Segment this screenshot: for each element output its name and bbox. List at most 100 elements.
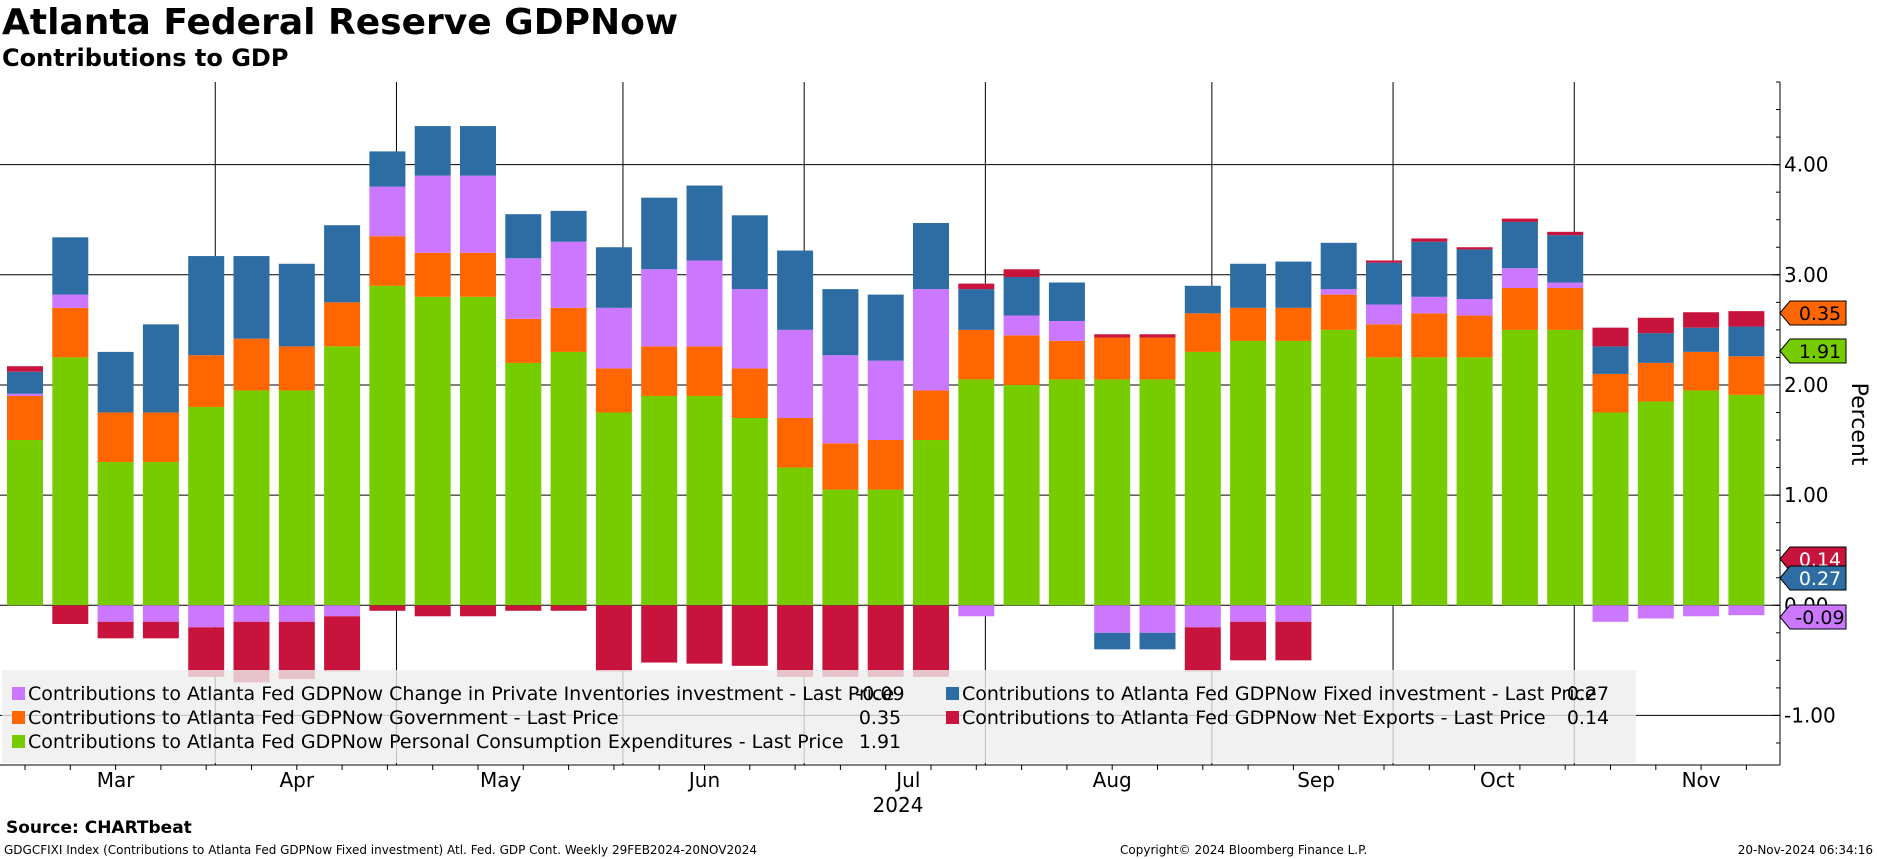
bar-segment <box>777 329 814 418</box>
bar-segment <box>1094 379 1131 606</box>
bar-segment <box>505 605 542 611</box>
legend-value: 0.27 <box>1567 683 1609 705</box>
bar-segment <box>1637 317 1674 334</box>
y-axis-label: Percent <box>1846 383 1871 466</box>
bar-segment <box>414 252 451 297</box>
bar-segment <box>867 605 904 677</box>
value-tag-label: 0.35 <box>1799 303 1841 325</box>
bar-segment <box>233 605 270 622</box>
bar-segment <box>460 296 496 606</box>
bar-segment <box>595 605 632 672</box>
bar-segment <box>1728 356 1765 395</box>
bar-segment <box>1320 289 1357 295</box>
bar-segment <box>188 605 225 628</box>
x-tick-label: Apr <box>279 768 314 792</box>
bar-segment <box>1501 288 1538 330</box>
bar-segment <box>1411 296 1448 314</box>
bar-segment <box>1003 315 1040 336</box>
legend-value: 0.35 <box>859 707 901 729</box>
bar-segment <box>1456 315 1493 358</box>
bar-segment <box>1683 390 1720 606</box>
bar-segment <box>1592 327 1629 347</box>
bar-segment <box>369 236 406 286</box>
bar-segment <box>1728 605 1765 616</box>
bar-segment <box>1592 605 1629 622</box>
bar-segment <box>1184 605 1221 628</box>
legend-value: 1.91 <box>859 731 901 753</box>
bar-segment <box>7 393 43 396</box>
bar-segment <box>188 256 225 356</box>
bar-segment <box>958 605 995 617</box>
footer-index-info: GDGCFIXI Index (Contributions to Atlanta… <box>4 843 758 857</box>
bar-segment <box>505 318 542 363</box>
legend-swatch <box>12 687 25 700</box>
bar-segment <box>777 250 814 330</box>
bar-segment <box>278 621 315 680</box>
bar-segment <box>414 605 451 617</box>
bar-segment <box>1411 357 1448 606</box>
bar-segment <box>369 285 406 606</box>
legend-value: -0.09 <box>855 683 904 705</box>
x-axis-label: 2024 <box>873 793 924 817</box>
bars-group <box>7 126 1765 683</box>
bar-segment <box>1411 313 1448 358</box>
bar-segment <box>233 256 270 339</box>
y-tick-label: 2.00 <box>1784 373 1829 397</box>
bar-segment <box>1230 263 1267 308</box>
x-tick-label: Sep <box>1297 768 1335 792</box>
bar-segment <box>822 489 859 606</box>
bar-segment <box>1094 334 1131 338</box>
x-tick-label: Oct <box>1480 768 1515 792</box>
bar-segment <box>1048 340 1085 380</box>
legend-swatch <box>946 687 959 700</box>
bar-segment <box>1637 333 1674 363</box>
bar-segment <box>460 126 496 176</box>
bar-segment <box>460 605 496 617</box>
bar-segment <box>1139 379 1176 606</box>
bar-segment <box>1547 235 1584 283</box>
value-tag-label: 0.27 <box>1799 568 1841 590</box>
bar-segment <box>1230 340 1267 606</box>
bar-segment <box>777 467 814 606</box>
bar-segment <box>1683 605 1720 617</box>
bar-segment <box>1275 621 1312 661</box>
bar-segment <box>1637 401 1674 606</box>
bar-segment <box>1275 340 1312 606</box>
bar-segment <box>1275 261 1312 308</box>
bar-segment <box>595 412 632 606</box>
bar-segment <box>595 368 632 413</box>
bar-segment <box>1230 307 1267 341</box>
bar-segment <box>142 621 179 639</box>
bar-segment <box>1728 394 1765 606</box>
bar-segment <box>822 605 859 677</box>
bar-segment <box>324 225 361 303</box>
legend-label: Contributions to Atlanta Fed GDPNow Pers… <box>28 731 844 753</box>
bar-segment <box>369 186 406 237</box>
bar-segment <box>686 185 723 261</box>
bar-segment <box>822 443 859 490</box>
x-tick-label: May <box>480 768 522 792</box>
legend-swatch <box>12 711 25 724</box>
bar-segment <box>369 151 406 187</box>
bar-segment <box>414 175 451 253</box>
bar-segment <box>369 605 406 611</box>
bar-segment <box>324 346 361 606</box>
bar-segment <box>1230 621 1267 661</box>
y-tick-label: 1.00 <box>1784 483 1829 507</box>
bar-segment <box>958 379 995 606</box>
bar-segment <box>1683 327 1720 352</box>
bar-segment <box>731 417 768 606</box>
bar-segment <box>731 289 768 369</box>
bar-segment <box>1139 605 1176 633</box>
bar-segment <box>1184 285 1221 314</box>
bar-segment <box>52 237 89 295</box>
legend-value: 0.14 <box>1567 707 1609 729</box>
bar-segment <box>913 605 949 677</box>
bar-segment <box>188 627 225 677</box>
legend-label: Contributions to Atlanta Fed GDPNow Chan… <box>28 683 894 705</box>
bar-segment <box>867 360 904 441</box>
value-tag: -0.09 <box>1779 604 1847 630</box>
chart-subtitle: Contributions to GDP <box>2 44 289 72</box>
bar-segment <box>731 368 768 418</box>
bar-segment <box>505 258 542 319</box>
